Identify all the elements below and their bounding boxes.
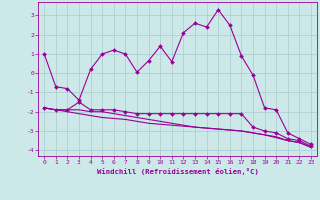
X-axis label: Windchill (Refroidissement éolien,°C): Windchill (Refroidissement éolien,°C) bbox=[97, 168, 259, 175]
